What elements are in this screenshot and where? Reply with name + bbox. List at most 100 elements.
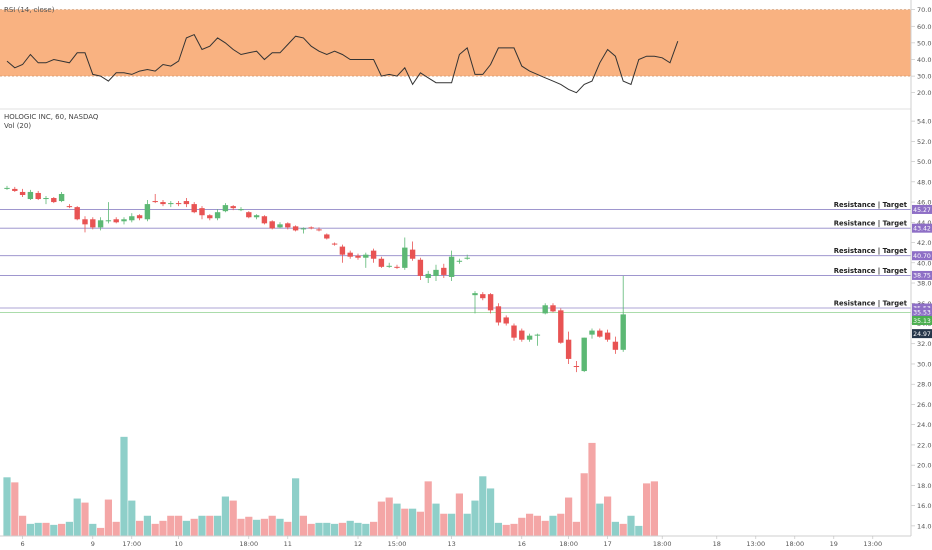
volume-bar (463, 513, 471, 536)
volume-bar (34, 522, 42, 536)
rsi-tick-label: 20.00 (917, 89, 932, 97)
x-tick-label: 10 (174, 540, 182, 548)
volume-bar (299, 515, 307, 536)
volume-bar (385, 497, 393, 536)
rsi-tick-label: 40.00 (917, 56, 932, 64)
candle-body (183, 201, 190, 205)
volume-bar (572, 521, 580, 536)
volume-bar (502, 524, 510, 536)
volume-bar (151, 523, 159, 536)
candle-body (417, 259, 424, 276)
resistance-label: Resistance | Target (834, 267, 908, 276)
candle-body (222, 205, 229, 212)
volume-bar (120, 436, 128, 536)
volume-bar (455, 493, 463, 536)
volume-bar (588, 442, 596, 536)
candle-body (519, 330, 525, 340)
volume-bar (292, 478, 300, 536)
candle-body (480, 294, 486, 299)
x-tick-label: 13:00 (863, 540, 882, 548)
candle-body (191, 204, 197, 213)
candle-body (90, 219, 96, 228)
price-tick-label: 26.00 (917, 401, 932, 409)
resistance-label: Resistance | Target (834, 201, 908, 210)
candle-body (168, 203, 174, 205)
x-tick-label: 11 (284, 540, 292, 548)
candle-body (402, 247, 408, 268)
volume-bar (604, 496, 612, 536)
candle-body (441, 267, 447, 275)
volume-bar (128, 500, 136, 536)
candle-body (542, 305, 548, 314)
price-tick-label: 54.00 (917, 118, 932, 126)
x-tick-label: 16 (518, 540, 526, 548)
candle-body (300, 228, 307, 230)
volume-bar (112, 521, 120, 536)
x-tick-label: 13:00 (746, 540, 765, 548)
volume-bar (167, 515, 175, 536)
volume-bar (315, 522, 323, 536)
volume-bar (541, 520, 549, 536)
price-tick-label: 30.00 (917, 360, 932, 368)
volume-bar (393, 503, 401, 536)
price-tick-label: 52.00 (917, 138, 932, 146)
volume-bar (471, 500, 479, 536)
resistance-badge-label: 43.42 (913, 225, 931, 232)
volume-bar (557, 513, 565, 536)
volume-bar (89, 523, 97, 536)
x-axis: 6 9 17:00 10 18:00 11 12 15:00 13 16 18:00 17 18:00 1… (21, 536, 882, 548)
volume-bar (65, 521, 73, 536)
volume-bar (635, 525, 643, 536)
volume-bar (214, 515, 222, 536)
x-tick-label: 9 (91, 540, 95, 548)
volume-bar (596, 503, 604, 536)
price-tick-label: 38.00 (917, 280, 932, 288)
volume-bar (323, 522, 331, 536)
candle-body (4, 187, 10, 189)
volume-bar (175, 515, 183, 536)
candle-body (230, 206, 236, 209)
volume-bar (143, 515, 151, 536)
candle-body (487, 294, 494, 311)
volume-bar (338, 522, 346, 536)
volume-bars (3, 436, 658, 536)
price-tick-label: 40.00 (917, 259, 932, 267)
rsi-panel: RSI (14, close) 20.00 30.00 40.00 50.00 60.0… (0, 6, 932, 97)
price-tick-label: 48.00 (917, 178, 932, 186)
volume-bar (229, 500, 237, 536)
candle-body (394, 266, 400, 268)
candle-body (144, 204, 151, 220)
volume-bar (440, 513, 448, 536)
price-panel: Resistance | Target Resistance | Target Re… (0, 113, 932, 536)
volume-bar (370, 521, 378, 536)
candle-body (370, 250, 377, 259)
volume-bar (518, 517, 526, 536)
x-tick-label: 6 (21, 540, 25, 548)
resistance-badge (912, 251, 932, 261)
price-tick-label: 22.00 (917, 441, 932, 449)
candle-body (43, 198, 49, 200)
volume-bar (650, 481, 658, 536)
volume-bar (284, 521, 292, 536)
volume-bar (245, 516, 253, 536)
candle-body (558, 310, 564, 343)
candle-body (386, 265, 392, 267)
volume-bar (619, 523, 627, 536)
candle-body (534, 334, 541, 336)
candle-body (277, 224, 283, 228)
x-tick-label: 19 (830, 540, 838, 548)
candle-body (129, 216, 135, 221)
volume-bar (276, 518, 284, 536)
x-tick-label: 18:00 (785, 540, 804, 548)
candle-body (207, 215, 213, 219)
candle-body (199, 208, 205, 216)
candle-body (331, 243, 338, 245)
volume-bar (268, 515, 276, 536)
volume-bar (526, 513, 534, 536)
volume-bar (73, 498, 81, 536)
candle-body (285, 223, 291, 228)
volume-bar (494, 522, 502, 536)
price-tick-label: 14.00 (917, 522, 932, 530)
price-tick-label: 24.00 (917, 421, 932, 429)
